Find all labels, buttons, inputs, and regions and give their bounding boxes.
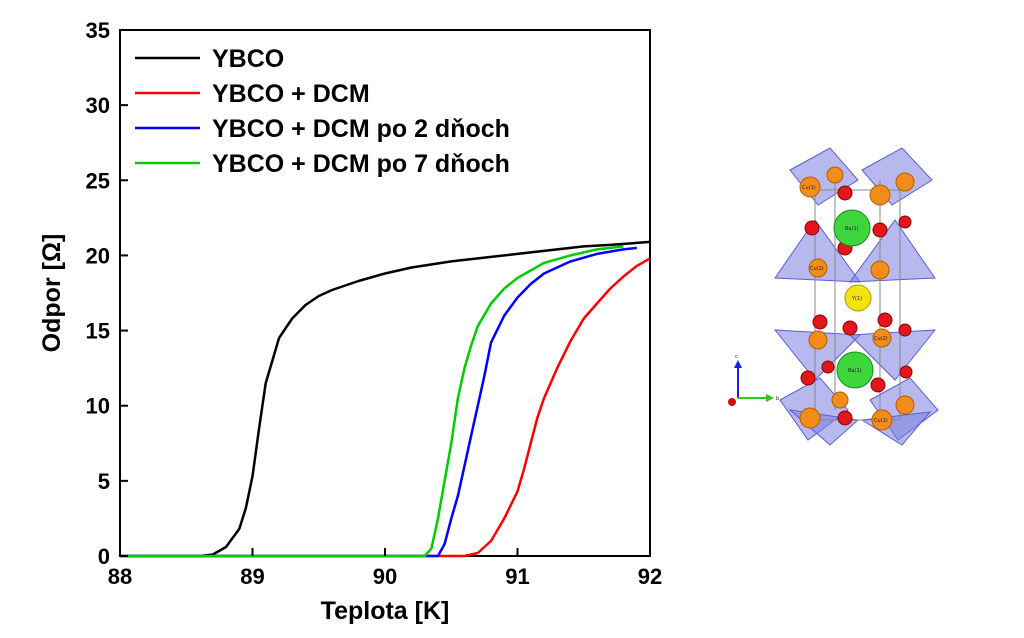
y-tick-label: 0 (98, 544, 110, 569)
series-line-3 (120, 245, 624, 558)
atom-label: Y(1) (851, 296, 862, 302)
atom-label: Cu(1) (802, 185, 816, 191)
b-axis-arrowhead (766, 394, 774, 402)
legend: YBCO YBCO + DCM YBCO + DCM po 2 dňoch YB… (135, 45, 510, 178)
x-tick-label: 92 (638, 564, 662, 589)
oxygen-atoms (800, 185, 913, 426)
y-tick-label: 5 (98, 469, 110, 494)
y-tick-label: 20 (86, 243, 110, 268)
y-tick-label: 15 (86, 319, 110, 344)
y-tick-label: 10 (86, 394, 110, 419)
y-tick-label: 25 (86, 168, 110, 193)
legend-label-dcm: YBCO + DCM (212, 80, 370, 108)
atom-label: Cu(2) (874, 336, 888, 342)
series-line-0 (120, 240, 651, 558)
y-tick-label: 30 (86, 93, 110, 118)
x-tick-label: 89 (240, 564, 264, 589)
atom-label: Ba(1) (845, 226, 859, 232)
legend-label-dcm-2days: YBCO + DCM po 2 dňoch (212, 115, 510, 143)
atom-label: Cu(2) (810, 266, 824, 272)
plot-area: 88 89 90 91 92 0 5 10 15 20 25 30 35 (86, 18, 663, 589)
x-axis-title: Teplota [K] (321, 597, 450, 625)
ticks-layer: 88 89 90 91 92 0 5 10 15 20 25 30 35 (86, 18, 663, 589)
legend-label-ybco: YBCO (212, 45, 284, 73)
yttrium-atom (844, 284, 872, 312)
x-tick-label: 91 (505, 564, 529, 589)
c-axis-label: c (735, 354, 738, 360)
c-axis-arrowhead (734, 360, 742, 368)
ybco-crystal-structure-image: Cu(1) Ba(1) Cu(2) Y(1) Cu(2) Ba(1) Cu(1)… (728, 147, 939, 446)
copper-atoms (799, 166, 915, 431)
orientation-axes: c b (728, 354, 779, 406)
y-tick-label: 35 (86, 18, 110, 43)
series-layer (120, 240, 651, 558)
b-axis-label: b (776, 396, 779, 402)
series-line-1 (120, 257, 651, 558)
series-line-2 (120, 246, 637, 558)
x-tick-label: 88 (108, 564, 132, 589)
barium-atoms (833, 209, 874, 389)
x-tick-label: 90 (373, 564, 397, 589)
atom-label: Cu(1) (874, 418, 888, 424)
legend-label-dcm-7days: YBCO + DCM po 7 dňoch (212, 150, 510, 178)
a-axis-dot (728, 398, 736, 406)
plot-frame (119, 29, 651, 557)
y-axis-title: Odpor [Ω] (38, 234, 66, 353)
atom-label: Ba(1) (848, 368, 862, 374)
